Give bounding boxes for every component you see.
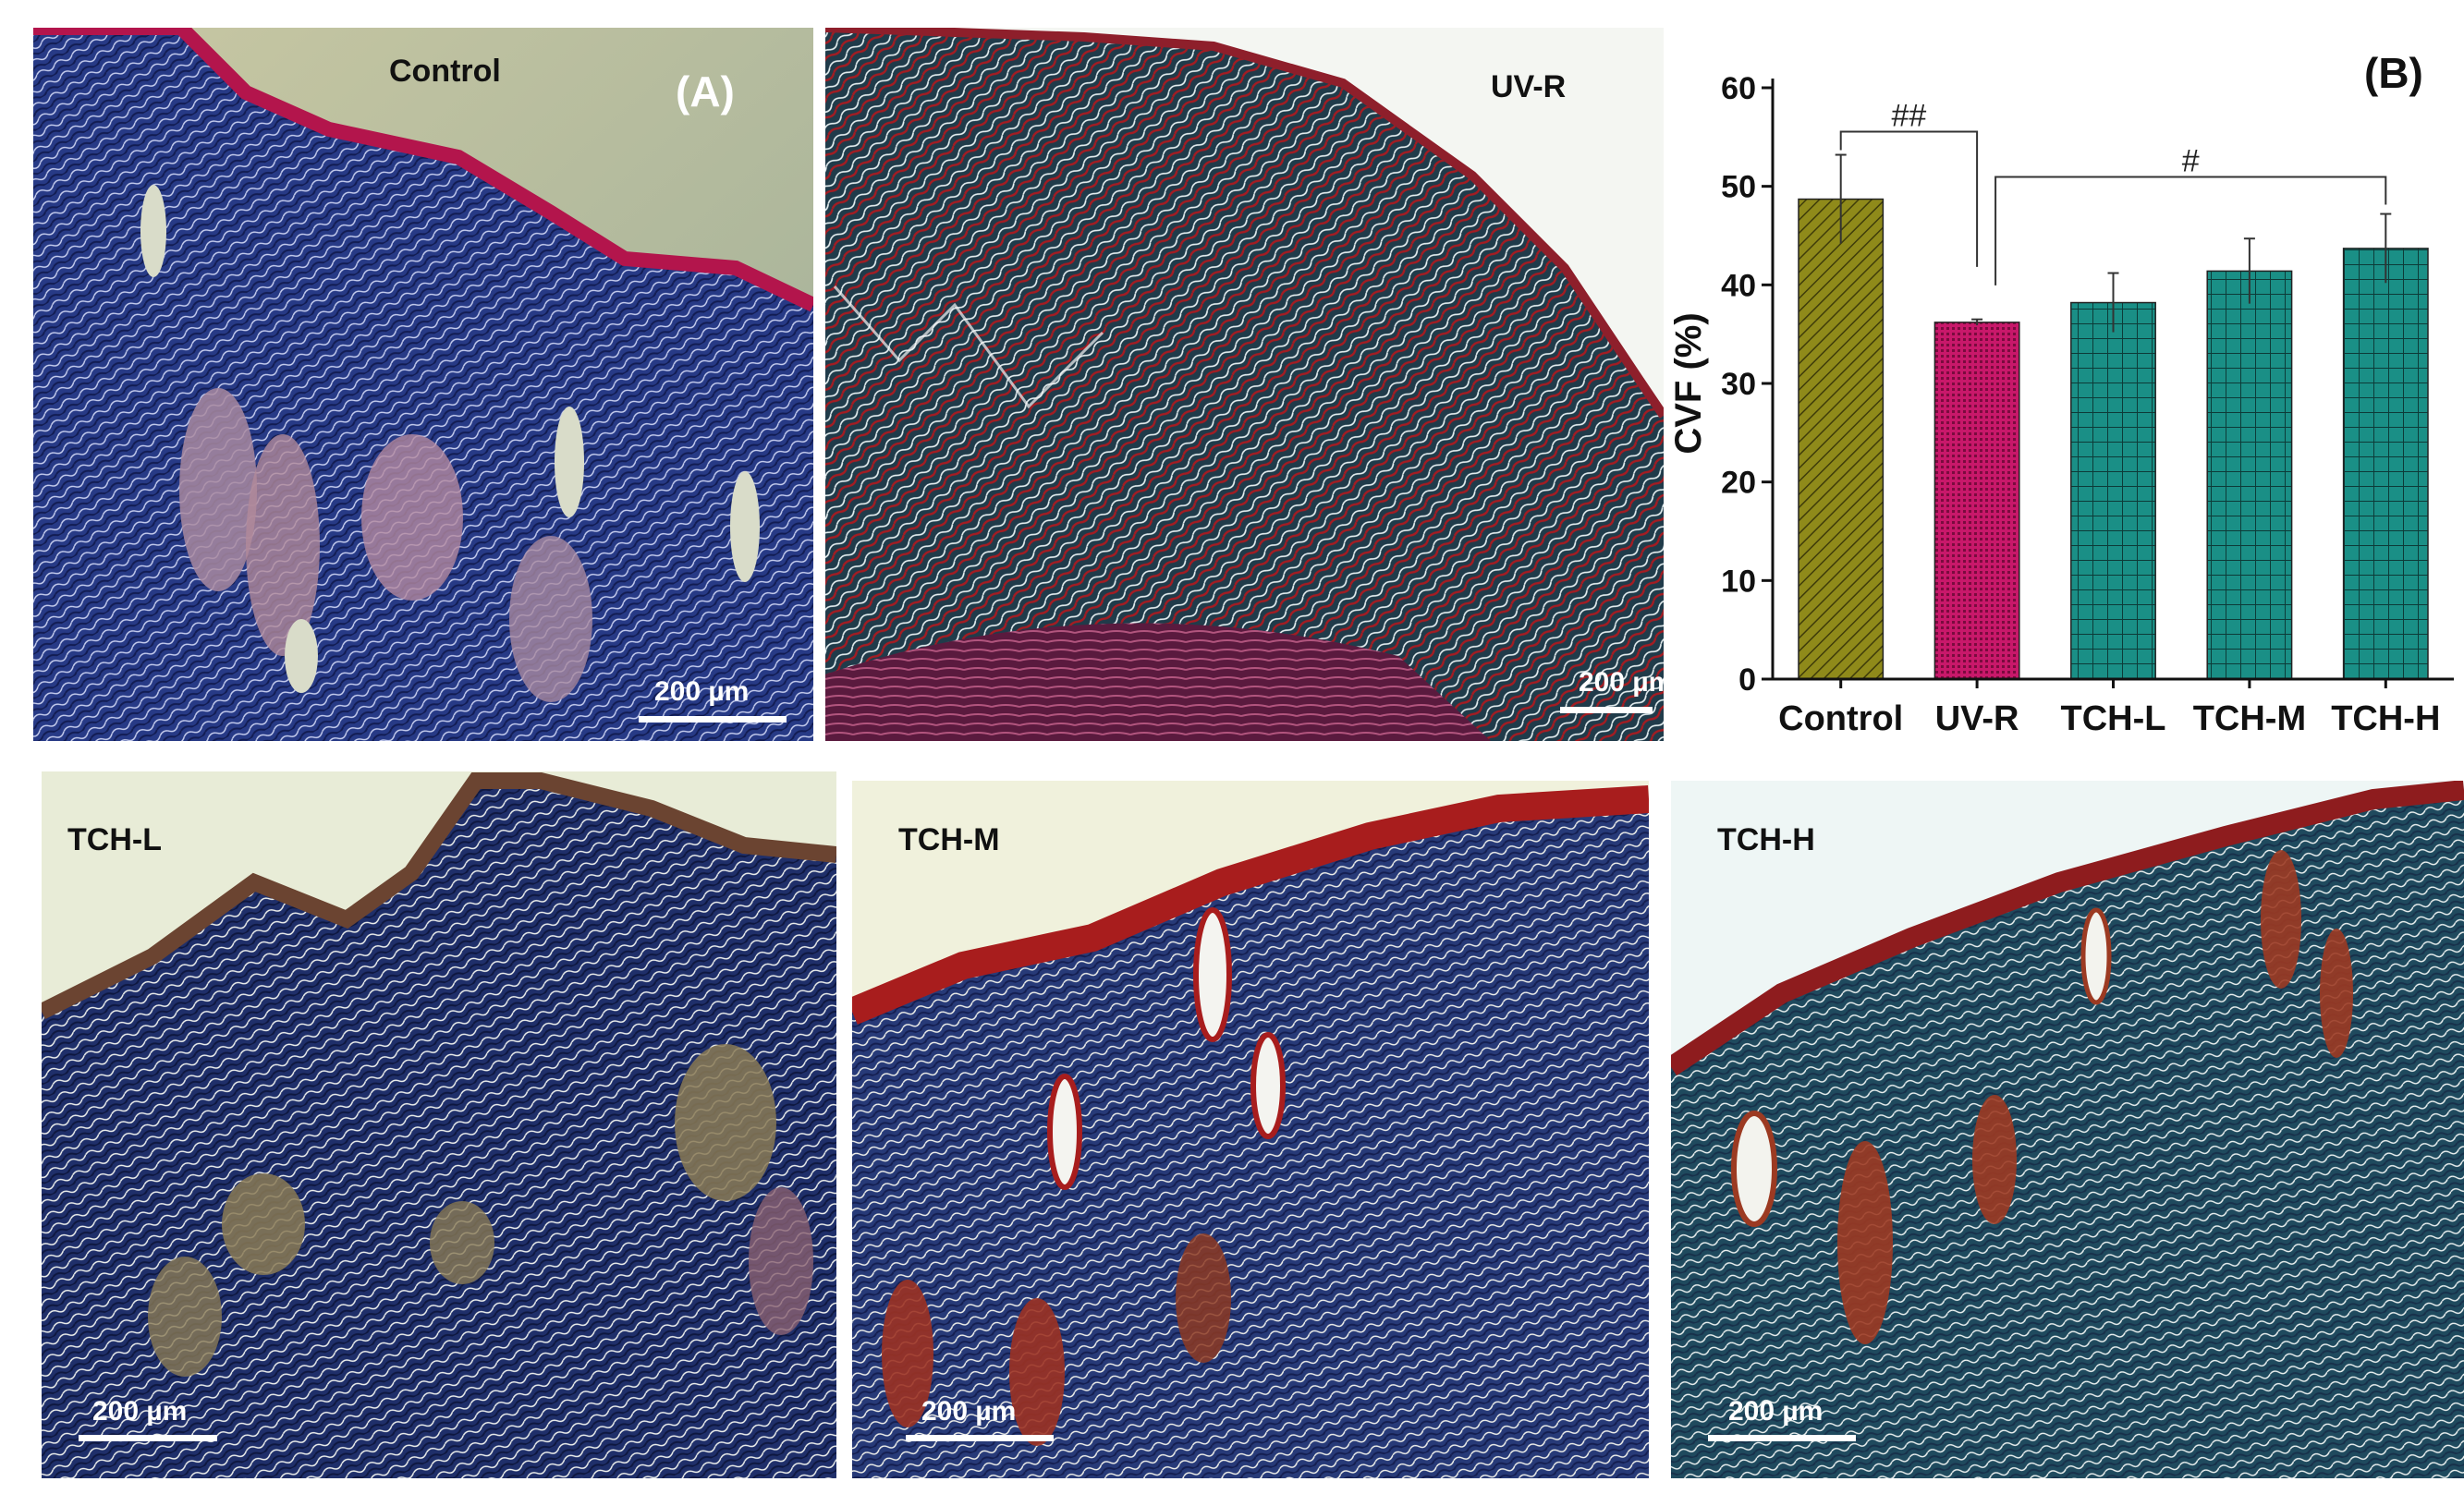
- bar-tch-l: [2070, 301, 2156, 680]
- y-tick-label-60: 60: [1721, 71, 1756, 106]
- x-tick-label-tch-l: TCH-L: [2061, 699, 2166, 738]
- significance-bracket-1: [1994, 176, 2387, 285]
- bar-tch-h: [2342, 248, 2429, 680]
- tissue-image-tch-h: [1671, 781, 2464, 1478]
- scale-label-tch-m: 200 µm: [921, 1396, 1017, 1427]
- scale-bar-tch-l: [79, 1435, 217, 1441]
- tissue-image-tch-m: [852, 781, 1649, 1478]
- label-tch-m: TCH-M: [898, 822, 1000, 857]
- y-tick-label-40: 40: [1721, 268, 1756, 303]
- micrograph-tch-h: TCH-H 200 µm: [1671, 781, 2464, 1478]
- scale-bar-tch-m: [906, 1435, 1054, 1441]
- x-tick-label-tch-m: TCH-M: [2193, 699, 2306, 738]
- y-tick-label-10: 10: [1721, 564, 1756, 599]
- micrograph-tch-m: TCH-M 200 µm: [852, 781, 1649, 1478]
- label-control: Control: [389, 54, 501, 89]
- y-tick-label-0: 0: [1738, 662, 1756, 698]
- label-tch-h: TCH-H: [1717, 822, 1815, 857]
- significance-bracket-0: [1839, 130, 1979, 267]
- y-axis-title: CVF (%): [1668, 312, 1709, 454]
- x-tick-label-control: Control: [1778, 699, 1903, 738]
- tissue-image-control: [33, 28, 813, 741]
- x-tick-label-uv-r: UV-R: [1935, 699, 2019, 738]
- micrograph-uvr: UV-R 200 µm: [825, 28, 1664, 741]
- micrograph-control: Control (A) 200 µm: [33, 28, 813, 741]
- scale-label-tch-l: 200 µm: [92, 1396, 188, 1427]
- chart-canvas: 0 10 20 30 40 50 60 Control UV-R TCH-L TCH-M TCH-H C…: [1668, 71, 2454, 738]
- y-tick-label-20: 20: [1721, 466, 1756, 501]
- tissue-image-tch-l: [42, 771, 836, 1478]
- label-tch-l: TCH-L: [67, 822, 162, 857]
- significance-label-0: ##: [1891, 99, 1926, 134]
- scale-label-control: 200 µm: [654, 676, 750, 707]
- bar-tch-m: [2206, 270, 2293, 680]
- cvf-bar-chart: (B) 0 10 20 30 40 50 60 Control UV-R TCH-L TCH-M TC…: [1664, 28, 2464, 767]
- significance-label-1: #: [2182, 144, 2200, 179]
- label-uvr: UV-R: [1491, 69, 1567, 104]
- scale-label-uvr: 200 µm: [1579, 667, 1664, 698]
- micrograph-tch-l: TCH-L 200 µm: [42, 771, 836, 1478]
- y-tick-label-30: 30: [1721, 367, 1756, 402]
- scale-bar-tch-h: [1708, 1435, 1856, 1441]
- bar-control: [1798, 198, 1885, 680]
- panel-b-letter: (B): [2364, 49, 2423, 97]
- scale-bar-uvr: [1560, 707, 1653, 713]
- scale-label-tch-h: 200 µm: [1728, 1396, 1824, 1427]
- bar-uv-r: [1933, 322, 2020, 680]
- y-tick-label-50: 50: [1721, 170, 1756, 205]
- tissue-image-uvr: [825, 28, 1664, 741]
- panel-a-letter: (A): [676, 67, 735, 115]
- x-tick-label-tch-h: TCH-H: [2331, 699, 2440, 738]
- scale-bar-control: [639, 716, 787, 723]
